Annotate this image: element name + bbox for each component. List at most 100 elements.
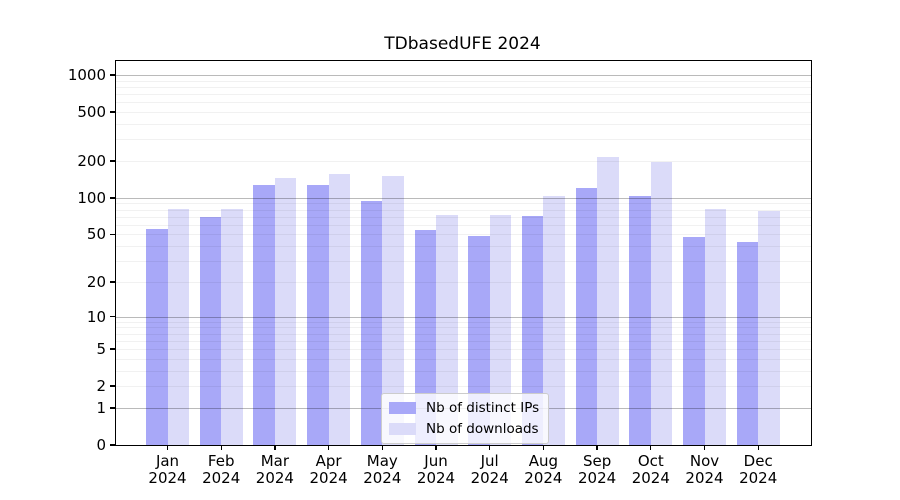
y-tick-mark xyxy=(110,111,115,113)
x-tick-month: Apr xyxy=(315,452,342,470)
y-tick-mark xyxy=(110,348,115,350)
x-tick-label-may: May 2024 xyxy=(351,453,413,487)
x-tick-month: Nov xyxy=(689,452,720,470)
gridline-minor xyxy=(116,86,811,88)
bar-downloads-jun xyxy=(436,215,458,445)
y-tick-mark xyxy=(110,407,115,409)
y-tick-mark xyxy=(110,197,115,199)
y-tick-mark xyxy=(110,281,115,283)
x-tick-month: Jun xyxy=(424,452,448,470)
y-tick-mark xyxy=(110,160,115,162)
x-tick-label-oct: Oct 2024 xyxy=(620,453,682,487)
bar-distinct-ips-mar xyxy=(253,184,275,445)
y-tick-label: 0 xyxy=(96,436,106,454)
x-tick-label-sep: Sep 2024 xyxy=(566,453,628,487)
x-tick-month: Sep xyxy=(582,452,612,470)
x-tick-month: Oct xyxy=(637,452,664,470)
x-tick-mark xyxy=(274,445,276,450)
x-tick-label-aug: Aug 2024 xyxy=(512,453,574,487)
x-tick-label-apr: Apr 2024 xyxy=(298,453,360,487)
x-tick-mark xyxy=(703,445,706,450)
x-tick-year: 2024 xyxy=(309,469,348,487)
chart-title: TDbasedUFE 2024 xyxy=(384,34,541,54)
x-tick-year: 2024 xyxy=(255,469,294,487)
x-tick-year: 2024 xyxy=(578,469,617,487)
x-tick-mark xyxy=(166,445,169,450)
y-tick-mark xyxy=(110,74,115,76)
bar-downloads-nov xyxy=(704,209,726,445)
y-tick-label: 100 xyxy=(77,188,106,207)
bar-distinct-ips-feb xyxy=(199,216,222,445)
bar-downloads-oct xyxy=(650,161,673,445)
x-tick-year: 2024 xyxy=(631,469,670,487)
bar-distinct-ips-aug xyxy=(521,215,544,445)
y-tick-label: 1 xyxy=(96,398,106,417)
x-tick-mark xyxy=(435,445,437,450)
y-tick-mark xyxy=(110,444,115,446)
bar-distinct-ips-apr xyxy=(307,184,329,445)
x-tick-year: 2024 xyxy=(148,469,187,487)
y-tick-label: 2 xyxy=(96,377,106,396)
y-tick-label: 5 xyxy=(96,340,106,359)
gridline-minor xyxy=(116,161,811,162)
bar-distinct-ips-oct xyxy=(629,196,651,445)
x-tick-month: Jul xyxy=(480,452,499,470)
x-tick-label-feb: Feb 2024 xyxy=(190,453,252,487)
bar-downloads-sep xyxy=(597,157,619,445)
x-tick-mark xyxy=(650,445,652,450)
bar-downloads-apr xyxy=(328,173,351,445)
x-tick-year: 2024 xyxy=(470,469,509,487)
legend-label-distinct-ips: Nb of distinct IPs xyxy=(426,400,540,416)
y-tick-mark xyxy=(110,315,115,318)
legend-swatch-downloads xyxy=(389,423,416,435)
x-tick-year: 2024 xyxy=(685,469,724,487)
gridline-major xyxy=(116,197,811,199)
y-tick-label: 50 xyxy=(86,225,106,244)
legend-swatch-distinct-ips xyxy=(389,402,416,414)
legend-item-downloads: Nb of downloads xyxy=(389,421,539,437)
x-tick-mark xyxy=(757,445,759,450)
gridline-minor xyxy=(116,203,811,205)
x-tick-year: 2024 xyxy=(416,469,456,487)
legend-label-downloads: Nb of downloads xyxy=(426,421,539,437)
x-tick-month: Feb xyxy=(207,452,235,470)
y-tick-label: 10 xyxy=(86,307,106,326)
bar-distinct-ips-may xyxy=(360,200,383,445)
x-tick-label-jul: Jul 2024 xyxy=(459,453,521,487)
gridline-minor xyxy=(116,124,811,126)
bar-downloads-feb xyxy=(221,209,243,445)
bar-downloads-jan xyxy=(167,209,189,445)
bar-distinct-ips-jul xyxy=(468,235,490,445)
y-tick-label: 1000 xyxy=(67,66,106,85)
x-tick-year: 2024 xyxy=(739,469,778,487)
y-tick-label: 500 xyxy=(77,103,106,122)
gridline-minor xyxy=(116,102,811,104)
bar-downloads-jul xyxy=(489,214,512,445)
x-tick-month: Mar xyxy=(260,452,290,470)
y-tick-label: 20 xyxy=(86,272,106,291)
x-tick-label-mar: Mar 2024 xyxy=(244,453,306,487)
gridline-minor xyxy=(116,139,811,141)
bar-distinct-ips-jun xyxy=(414,230,436,445)
bar-distinct-ips-sep xyxy=(575,188,598,445)
x-tick-mark xyxy=(596,445,598,450)
bar-downloads-may xyxy=(382,175,404,445)
y-tick-mark xyxy=(110,385,115,387)
bar-downloads-mar xyxy=(274,177,297,445)
bar-downloads-dec xyxy=(758,211,780,445)
gridline-minor xyxy=(116,94,811,96)
x-tick-label-dec: Dec 2024 xyxy=(727,453,789,487)
x-tick-mark xyxy=(542,445,545,450)
bar-distinct-ips-nov xyxy=(683,236,705,445)
bar-distinct-ips-jan xyxy=(146,229,168,445)
x-tick-label-nov: Nov 2024 xyxy=(674,453,736,487)
x-tick-year: 2024 xyxy=(524,469,563,487)
x-tick-label-jun: Jun 2024 xyxy=(405,453,467,487)
x-tick-month: Jan xyxy=(155,452,180,470)
x-tick-label-jan: Jan 2024 xyxy=(137,453,199,487)
x-tick-month: Dec xyxy=(743,452,773,470)
y-tick-label: 200 xyxy=(77,152,106,170)
x-tick-mark xyxy=(381,445,383,450)
x-tick-year: 2024 xyxy=(363,469,402,487)
